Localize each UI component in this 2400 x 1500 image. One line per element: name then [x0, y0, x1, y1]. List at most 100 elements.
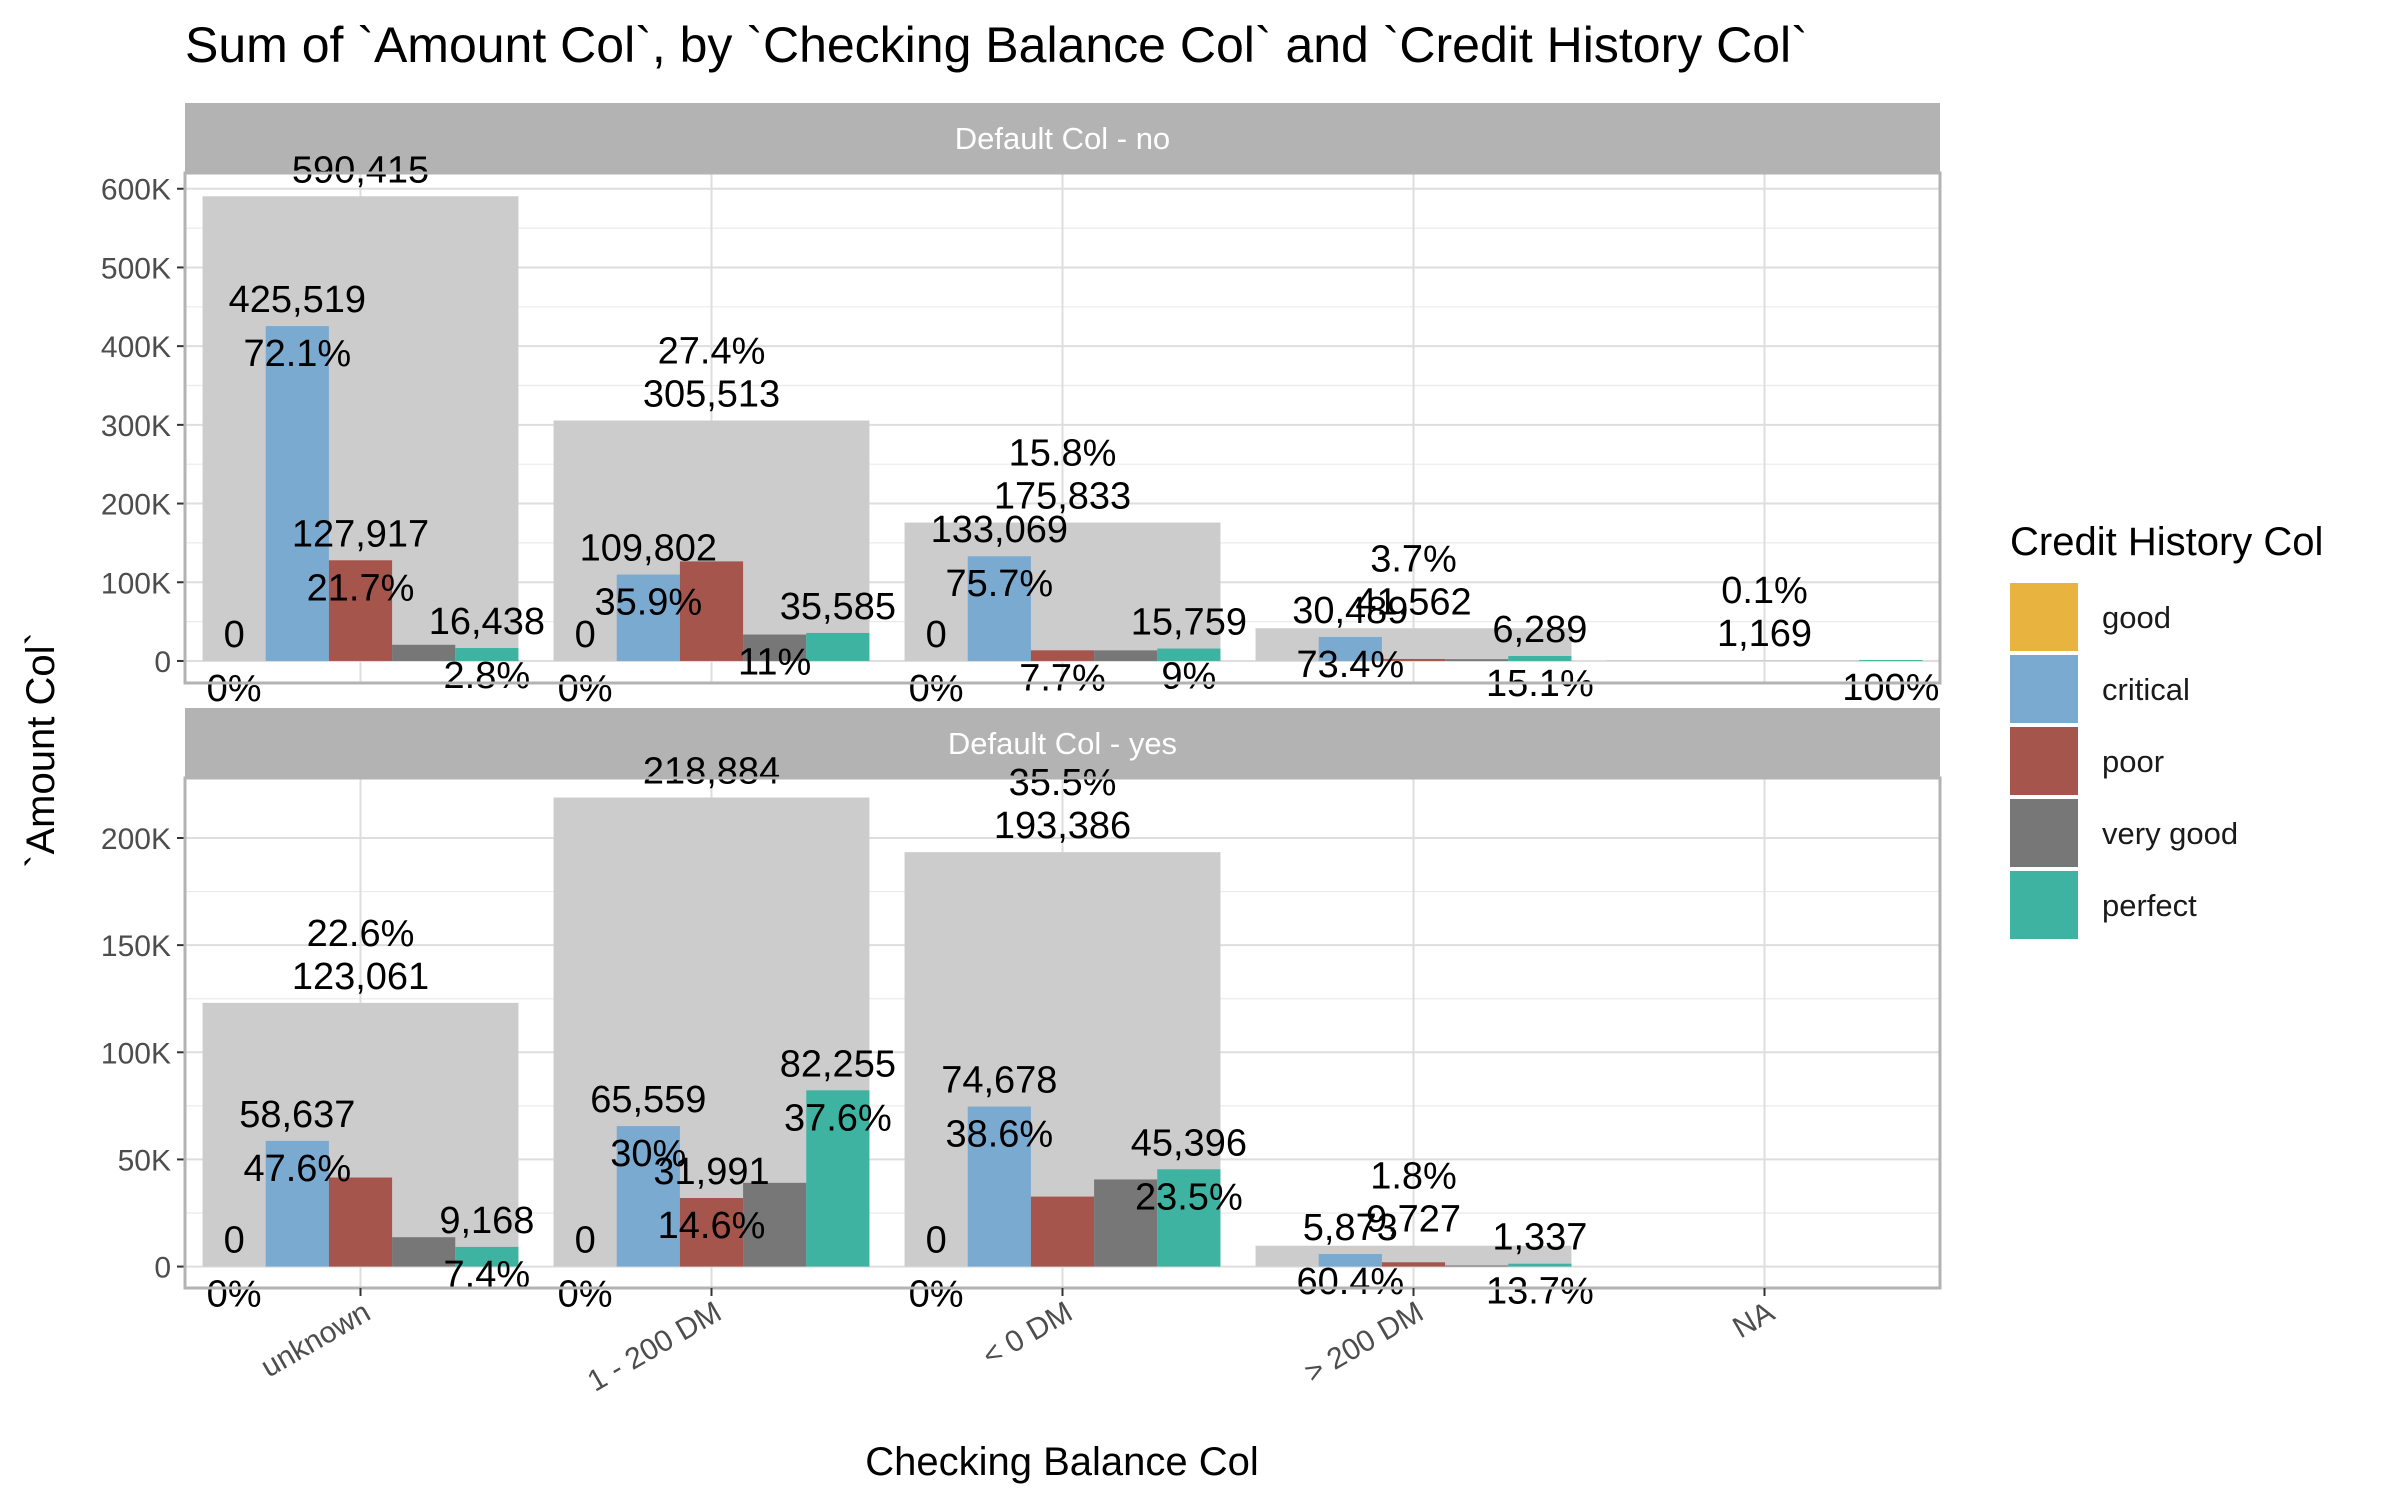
series-bar	[1508, 1263, 1572, 1267]
total-value-label: 175,833	[994, 476, 1131, 518]
total-percent-label: 0.1%	[1721, 570, 1808, 612]
x-tick-label: NA	[1727, 1295, 1780, 1344]
legend-label: good	[2102, 600, 2171, 635]
series-bar	[806, 1090, 870, 1267]
bar-percent-label: 0%	[207, 1274, 262, 1316]
legend-key	[2010, 583, 2078, 651]
bar-percent-label: 37.6%	[784, 1097, 892, 1139]
y-tick-label: 100K	[101, 1037, 171, 1070]
total-value-label: 590,415	[292, 149, 429, 191]
y-tick-label: 200K	[101, 823, 171, 856]
total-percent-label: 1.8%	[1370, 1156, 1457, 1198]
bar-value-label: 6,289	[1492, 609, 1587, 651]
bar-percent-label: 75.7%	[945, 563, 1053, 605]
legend: good critical poor very good perfect	[2010, 583, 2238, 939]
bar-value-label: 74,678	[941, 1060, 1057, 1102]
legend-label: poor	[2102, 744, 2164, 779]
bar-group: 0 0% 425,519 72.1% 127,917 21.7% 16,438 2.8% 590…	[202, 149, 545, 710]
total-value-label: 305,513	[643, 374, 780, 416]
bar-percent-label: 38.6%	[945, 1114, 1053, 1156]
bar-percent-label: 0%	[909, 668, 964, 710]
series-bar	[455, 1246, 519, 1267]
legend-label: critical	[2102, 672, 2190, 707]
series-bar	[679, 1198, 744, 1267]
bar-value-label: 127,917	[292, 513, 429, 555]
y-tick-label: 100K	[101, 567, 171, 600]
bar-percent-label: 0%	[909, 1274, 964, 1316]
total-percent-label: 22.6%	[307, 913, 415, 955]
bar-percent-label: 0%	[207, 668, 262, 710]
series-bar	[1508, 656, 1572, 661]
series-bar	[1030, 650, 1095, 661]
x-axis-title: Checking Balance Col	[865, 1440, 1259, 1484]
total-percent-label: 15.8%	[1009, 433, 1117, 475]
total-percent-label: 27.4%	[658, 331, 766, 373]
series-bar	[1157, 1169, 1221, 1267]
bar-percent-label: 23.5%	[1135, 1176, 1243, 1218]
bar-percent-label: 100%	[1842, 667, 1939, 709]
bar-percent-label: 73.4%	[1296, 644, 1404, 686]
facet-panel: Default Col - yes 0 50K 100K 150K 200K 0 0% 58,6…	[101, 708, 1942, 1316]
x-tick-label: > 200 DM	[1299, 1295, 1429, 1389]
total-value-label: 123,061	[292, 956, 429, 998]
bar-value-label: 82,255	[780, 1043, 896, 1085]
y-axis-title: `Amount Col`	[19, 632, 63, 868]
total-percent-label: 35.5%	[1009, 762, 1117, 804]
bar-percent-label: 35.9%	[594, 582, 702, 624]
series-bar	[1859, 660, 1923, 661]
series-bar	[392, 1237, 456, 1267]
bar-percent-label: 7.7%	[1019, 657, 1106, 699]
legend-key	[2010, 871, 2078, 939]
series-bar	[328, 1177, 393, 1267]
legend-key	[2010, 727, 2078, 795]
total-value-label: 9,727	[1366, 1199, 1461, 1241]
facet-strip-label: Default Col - yes	[948, 726, 1177, 761]
total-value-label: 41,562	[1355, 581, 1471, 623]
series-bar	[392, 644, 456, 661]
legend-title: Credit History Col	[2010, 520, 2323, 564]
total-value-label: 193,386	[994, 805, 1131, 847]
panel-border	[183, 171, 1942, 685]
bar-value-label: 9,168	[439, 1200, 534, 1242]
series-bar	[265, 1140, 329, 1267]
bar-value-label: 31,991	[653, 1151, 769, 1193]
bar-percent-label: 13.7%	[1486, 1271, 1594, 1313]
legend-key	[2010, 655, 2078, 723]
bar-value-label: 0	[926, 614, 947, 656]
series-bar	[1445, 1265, 1509, 1267]
bar-value-label: 30,489	[1292, 590, 1408, 632]
bar-percent-label: 2.8%	[444, 655, 531, 697]
x-tick-label: unknown	[255, 1295, 376, 1384]
total-percent-label: 3.7%	[1370, 538, 1457, 580]
bar-value-label: 109,802	[580, 528, 717, 570]
bar-percent-label: 47.6%	[243, 1148, 351, 1190]
bar-percent-label: 14.6%	[658, 1205, 766, 1247]
bar-percent-label: 72.1%	[243, 333, 351, 375]
chart-title: Sum of `Amount Col`, by `Checking Balanc…	[185, 17, 1808, 73]
series-bar	[743, 634, 807, 661]
bar-value-label: 0	[224, 614, 245, 656]
y-tick-label: 0	[154, 646, 171, 679]
bar-value-label: 15,759	[1131, 602, 1247, 644]
bar-percent-label: 0%	[558, 668, 613, 710]
facet-panel: Default Col - no 0 100K 200K 300K 400K 500K 600…	[101, 103, 1942, 710]
bar-value-label: 16,438	[429, 601, 545, 643]
series-bar	[806, 632, 870, 661]
bar-value-label: 5,873	[1303, 1207, 1398, 1249]
x-tick-label: < 0 DM	[977, 1295, 1078, 1372]
series-bar	[1381, 1262, 1446, 1267]
legend-key	[2010, 799, 2078, 867]
legend-label: very good	[2102, 816, 2238, 851]
facet-strip	[185, 708, 1940, 778]
series-bar	[328, 560, 393, 661]
y-tick-label: 500K	[101, 252, 171, 285]
series-bar	[1094, 1179, 1158, 1267]
bar-value-label: 1,337	[1492, 1217, 1587, 1259]
series-bar	[679, 561, 744, 661]
